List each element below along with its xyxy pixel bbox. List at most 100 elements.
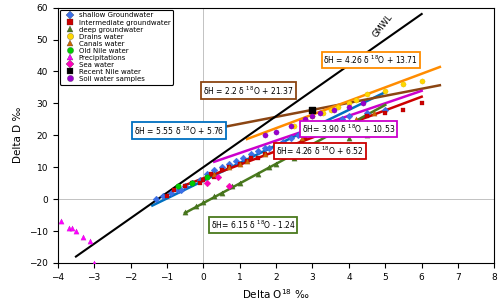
Point	[370, 111, 378, 116]
Point	[301, 117, 309, 122]
Point	[380, 111, 388, 116]
Point	[380, 107, 388, 112]
Point	[279, 139, 287, 144]
Point	[380, 88, 388, 93]
Point	[195, 178, 203, 182]
Point	[261, 152, 269, 157]
Point	[351, 117, 359, 122]
Point	[235, 162, 243, 167]
Point	[326, 126, 334, 131]
Point	[308, 114, 316, 119]
Point	[79, 235, 87, 240]
Point	[188, 181, 196, 185]
Point	[261, 133, 269, 138]
X-axis label: Delta O$^{18}$ ‰: Delta O$^{18}$ ‰	[242, 287, 309, 301]
Point	[224, 184, 232, 189]
Point	[308, 126, 316, 131]
Point	[177, 187, 185, 192]
Point	[152, 197, 160, 202]
Point	[170, 187, 178, 192]
Point	[57, 219, 65, 224]
Point	[359, 101, 367, 106]
Point	[228, 184, 236, 189]
Point	[246, 155, 254, 160]
Point	[254, 155, 262, 160]
Point	[254, 149, 262, 154]
Point	[202, 171, 210, 176]
Point	[362, 92, 370, 96]
Point	[399, 107, 407, 112]
Text: δH = 5.55 δ $^{18}$O + 5.76: δH = 5.55 δ $^{18}$O + 5.76	[134, 124, 224, 137]
Text: δH= 6.15 δ $^{18}$O - 1.24: δH= 6.15 δ $^{18}$O - 1.24	[210, 219, 295, 231]
Point	[261, 152, 269, 157]
Point	[301, 152, 309, 157]
Point	[301, 130, 309, 135]
Point	[72, 229, 80, 233]
Point	[65, 226, 73, 230]
Point	[290, 123, 298, 128]
Text: GMWL: GMWL	[370, 13, 393, 40]
Point	[166, 190, 174, 195]
Point	[199, 200, 207, 205]
Point	[224, 162, 232, 167]
Point	[202, 174, 210, 179]
Point	[213, 174, 221, 179]
Point	[181, 209, 189, 214]
Point	[344, 114, 352, 119]
Point	[210, 168, 218, 173]
Point	[261, 146, 269, 150]
Point	[297, 136, 305, 141]
Point	[206, 171, 214, 176]
Point	[286, 136, 294, 141]
Point	[330, 107, 338, 112]
Point	[308, 107, 316, 112]
Point	[290, 155, 298, 160]
Point	[362, 114, 370, 119]
Point	[272, 142, 280, 147]
Point	[239, 155, 247, 160]
Point	[242, 158, 250, 163]
Point	[202, 181, 210, 185]
Point	[315, 130, 323, 135]
Point	[199, 178, 207, 182]
Point	[231, 158, 239, 163]
Point	[188, 181, 196, 185]
Point	[224, 165, 232, 170]
Point	[191, 203, 199, 208]
Point	[297, 139, 305, 144]
Point	[217, 168, 225, 173]
Point	[217, 165, 225, 170]
Point	[181, 184, 189, 189]
Point	[272, 149, 280, 154]
Point	[301, 136, 309, 141]
Point	[210, 194, 218, 199]
Point	[326, 142, 334, 147]
Point	[315, 111, 323, 116]
Point	[308, 149, 316, 154]
Point	[362, 133, 370, 138]
Point	[272, 162, 280, 167]
Point	[279, 146, 287, 150]
Text: δH = 4.26 δ $^{18}$O + 13.71: δH = 4.26 δ $^{18}$O + 13.71	[323, 54, 417, 67]
Text: δH= 4.26 δ $^{18}$O + 6.52: δH= 4.26 δ $^{18}$O + 6.52	[276, 145, 363, 157]
Point	[319, 111, 327, 116]
Point	[326, 120, 334, 125]
Point	[290, 142, 298, 147]
Point	[90, 261, 98, 265]
Point	[235, 181, 243, 185]
Point	[217, 190, 225, 195]
Point	[68, 226, 76, 230]
Point	[210, 174, 218, 179]
Point	[159, 194, 167, 199]
Point	[333, 104, 341, 109]
Point	[344, 104, 352, 109]
Point	[242, 158, 250, 163]
Point	[344, 120, 352, 125]
Point	[344, 136, 352, 141]
Point	[351, 98, 359, 103]
Point	[181, 184, 189, 189]
Point	[86, 238, 94, 243]
Point	[286, 123, 294, 128]
Text: δH = 2.2 δ $^{18}$O + 21.37: δH = 2.2 δ $^{18}$O + 21.37	[203, 85, 293, 97]
Point	[301, 117, 309, 122]
